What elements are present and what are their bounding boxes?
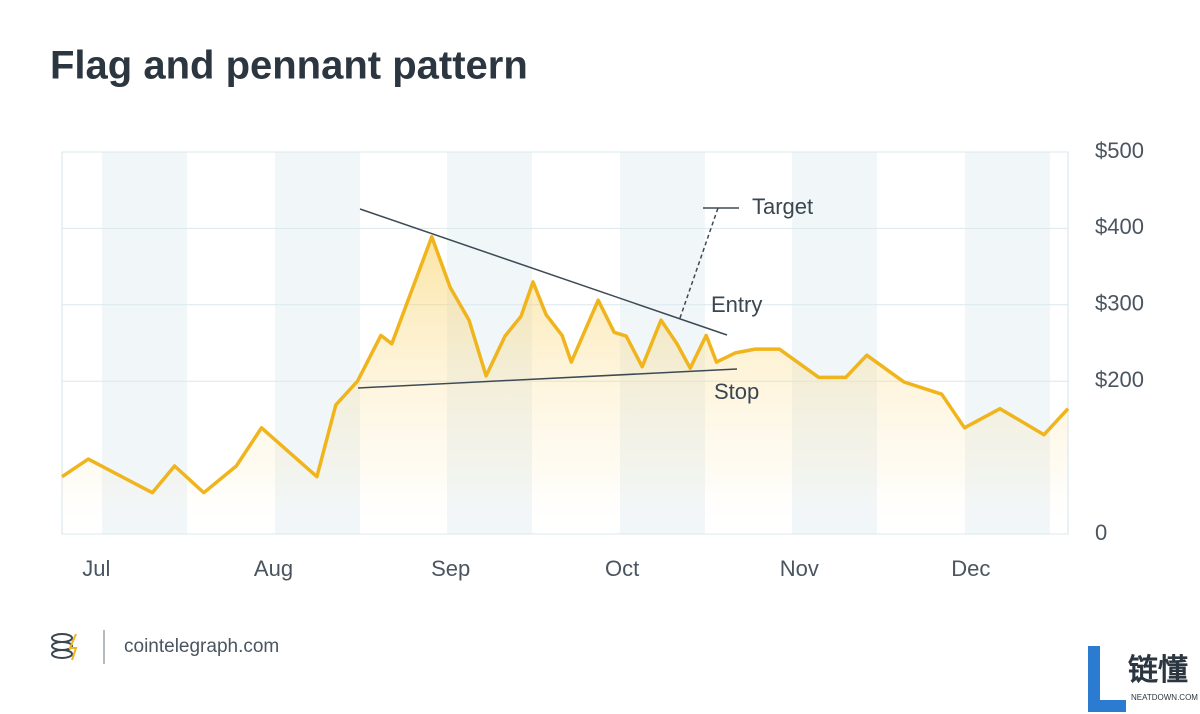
- target-line: [679, 207, 719, 319]
- x-tick-label: Oct: [605, 556, 639, 581]
- watermark: 链懂: [1128, 653, 1188, 687]
- plot: [61, 235, 1070, 535]
- area: [62, 236, 1068, 535]
- trend-line: [357, 368, 738, 389]
- trend-line: [359, 208, 728, 336]
- y-tick-label: $200: [1095, 367, 1144, 392]
- chart-title: Flag and pennant pattern: [50, 44, 528, 88]
- watermark-logo: [1088, 646, 1126, 712]
- logo-coin: [51, 649, 73, 659]
- logo-bolt: [68, 633, 78, 661]
- annotation: Entry: [711, 292, 762, 317]
- logo-coin: [51, 633, 73, 643]
- annotation: Stop: [714, 379, 759, 404]
- line: [61, 235, 1070, 495]
- annotation: Target: [752, 194, 813, 219]
- logo: [51, 630, 105, 664]
- source: cointelegraph.com: [124, 636, 279, 657]
- x-tick-label: Aug: [254, 556, 293, 581]
- y-tick-label: 0: [1095, 520, 1107, 545]
- y-tick-label: $300: [1095, 291, 1144, 316]
- x-tick-label: Nov: [780, 556, 819, 581]
- y-tick-label: $400: [1095, 214, 1144, 239]
- pattern-lines: [357, 207, 739, 389]
- x-tick-label: Sep: [431, 556, 470, 581]
- x-tick-label: Jul: [82, 556, 110, 581]
- x-tick-label: Dec: [951, 556, 990, 581]
- watermark-sub: NEATDOWN.COM: [1131, 693, 1198, 702]
- y-tick-label: $500: [1095, 138, 1144, 163]
